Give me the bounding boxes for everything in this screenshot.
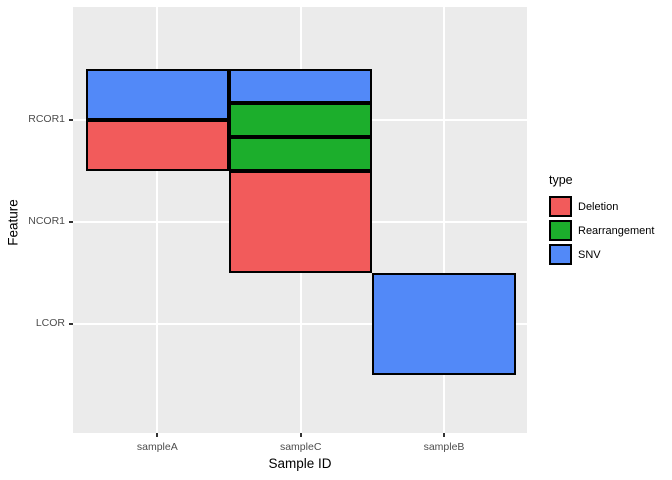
- x-tick-label-sampleC: sampleC: [279, 441, 322, 453]
- y-tick-label-RCOR1: RCOR1: [28, 113, 65, 125]
- legend-title: type: [549, 173, 573, 187]
- x-tick-label-sampleB: sampleB: [423, 441, 465, 453]
- y-tick: [69, 221, 73, 223]
- tile-sampleA-RCOR1-snv: [85, 69, 229, 120]
- tile-sampleC-RCOR1-rearrangement: [229, 137, 373, 171]
- legend-key-swatch: [549, 244, 572, 265]
- x-tick: [299, 433, 302, 437]
- legend-entry-snv: SNV: [549, 244, 654, 265]
- plot-panel: [73, 7, 527, 433]
- tile-sampleA-RCOR1-deletion: [85, 120, 229, 171]
- y-tick-label-NCOR1: NCOR1: [28, 215, 65, 227]
- major-gridline-horizontal: [73, 323, 527, 325]
- tile-sampleC-RCOR1-rearrangement: [229, 103, 373, 137]
- tile-sampleC-NCOR1-deletion: [229, 171, 373, 273]
- legend-entry-rearrangement: Rearrangement: [549, 220, 654, 241]
- tile-sampleB-LCOR-snv: [372, 273, 516, 375]
- legend-entry-label: Deletion: [578, 200, 619, 213]
- legend-entries: Deletion Rearrangement SNV: [549, 196, 654, 265]
- major-gridline-vertical: [443, 7, 445, 433]
- tile-sampleC-RCOR1-snv: [229, 69, 373, 103]
- legend-entry-label: Rearrangement: [578, 224, 655, 237]
- legend-entry-deletion: Deletion: [549, 196, 654, 217]
- x-tick-label-sampleA: sampleA: [136, 441, 178, 453]
- legend: type Deletion Rearrangement SNV: [549, 173, 654, 268]
- y-tick: [69, 323, 73, 325]
- x-axis-title: Sample ID: [268, 456, 332, 471]
- y-tick-label-LCOR: LCOR: [35, 317, 65, 329]
- x-tick: [156, 433, 159, 437]
- legend-entry-label: SNV: [578, 248, 601, 261]
- legend-key-swatch: [549, 196, 572, 217]
- major-gridline-vertical: [156, 7, 159, 433]
- y-tick: [69, 119, 73, 121]
- x-tick: [443, 433, 445, 437]
- legend-key-swatch: [549, 220, 572, 241]
